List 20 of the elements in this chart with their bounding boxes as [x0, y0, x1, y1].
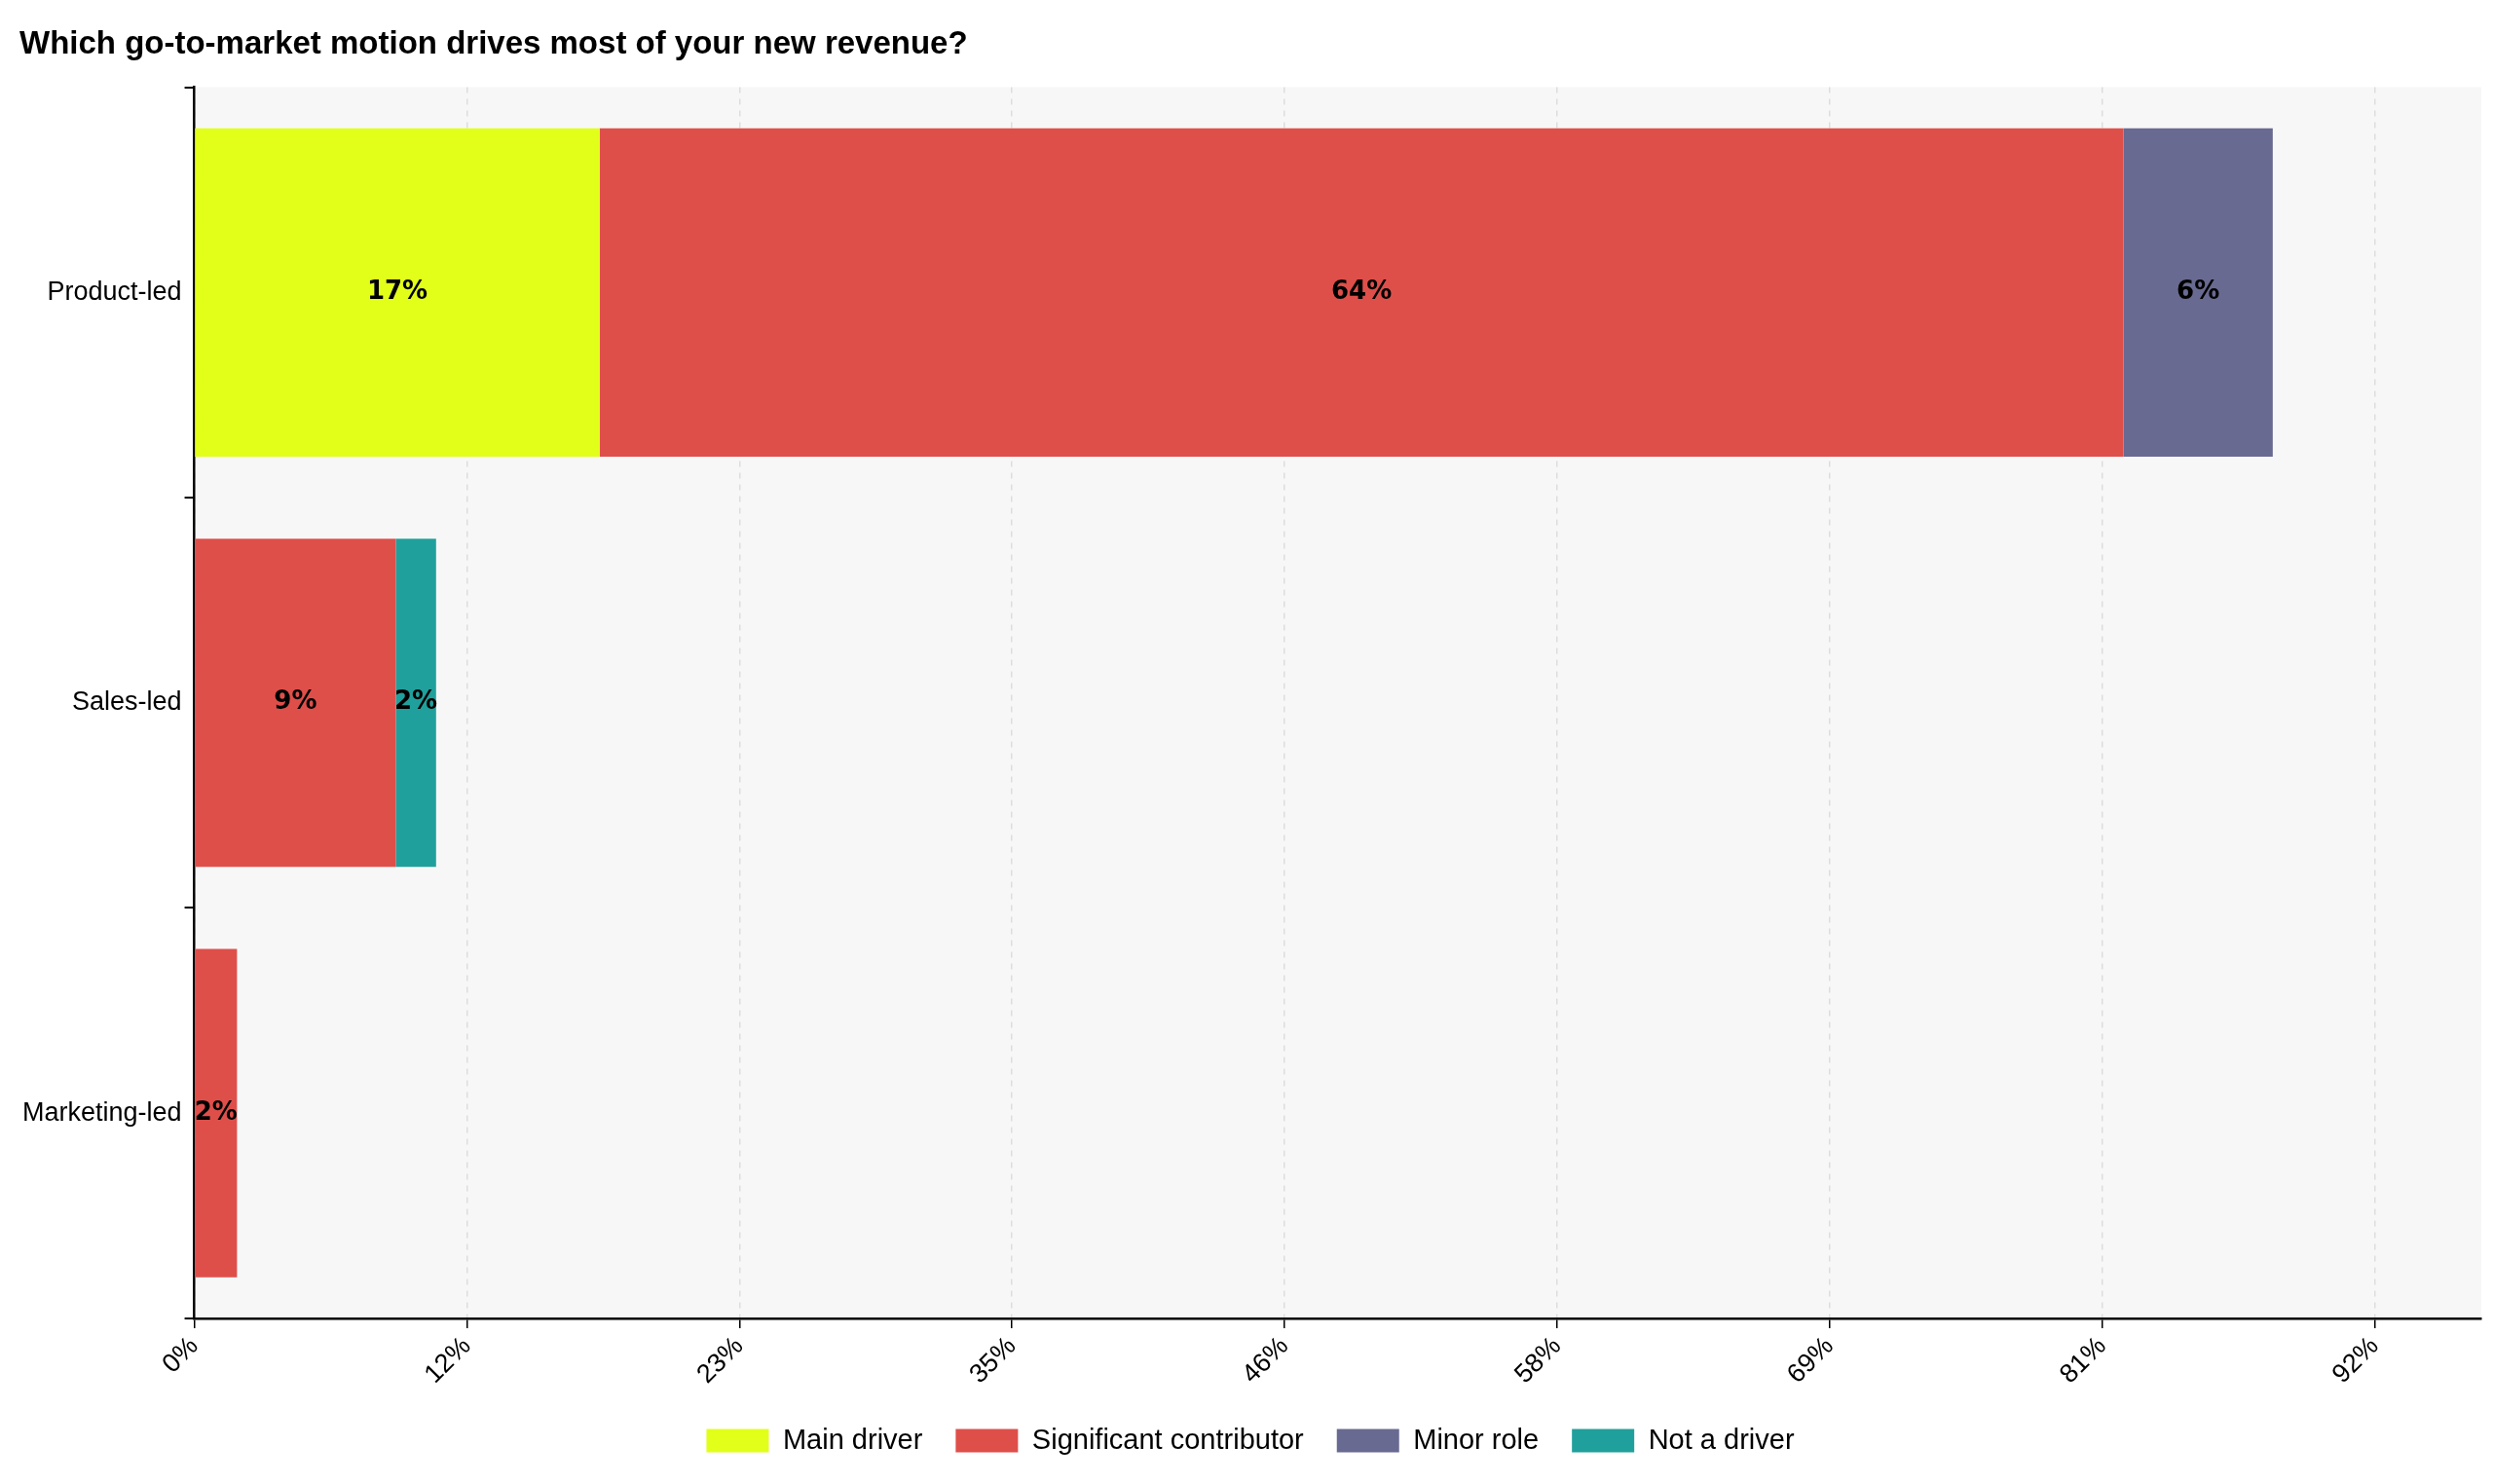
- x-tick-label: 81%: [2053, 1330, 2112, 1390]
- data-label: 64%: [1331, 276, 1393, 306]
- legend-label: Not a driver: [1648, 1423, 1795, 1455]
- x-tick-label: 0%: [156, 1330, 205, 1379]
- chart-title: Which go-to-market motion drives most of your new revenue?: [19, 23, 968, 60]
- data-label: 17%: [366, 276, 428, 306]
- y-tick-label: Product-led: [47, 276, 182, 306]
- x-tick-label: 58%: [1507, 1330, 1567, 1390]
- data-label: 9%: [274, 686, 317, 716]
- x-tick-label: 46%: [1236, 1330, 1294, 1390]
- legend-label: Main driver: [782, 1423, 923, 1455]
- data-label: 6%: [2177, 276, 2220, 306]
- x-tick-label: 92%: [2326, 1330, 2384, 1390]
- y-tick-label: Sales-led: [72, 686, 182, 717]
- x-tick-label: 69%: [1780, 1330, 1840, 1390]
- x-tick-label: 35%: [963, 1330, 1022, 1390]
- legend-label: Significant contributor: [1031, 1423, 1305, 1455]
- legend-label: Minor role: [1413, 1423, 1540, 1455]
- y-tick-label: Marketing-led: [21, 1096, 182, 1127]
- data-label: 2%: [194, 1095, 238, 1126]
